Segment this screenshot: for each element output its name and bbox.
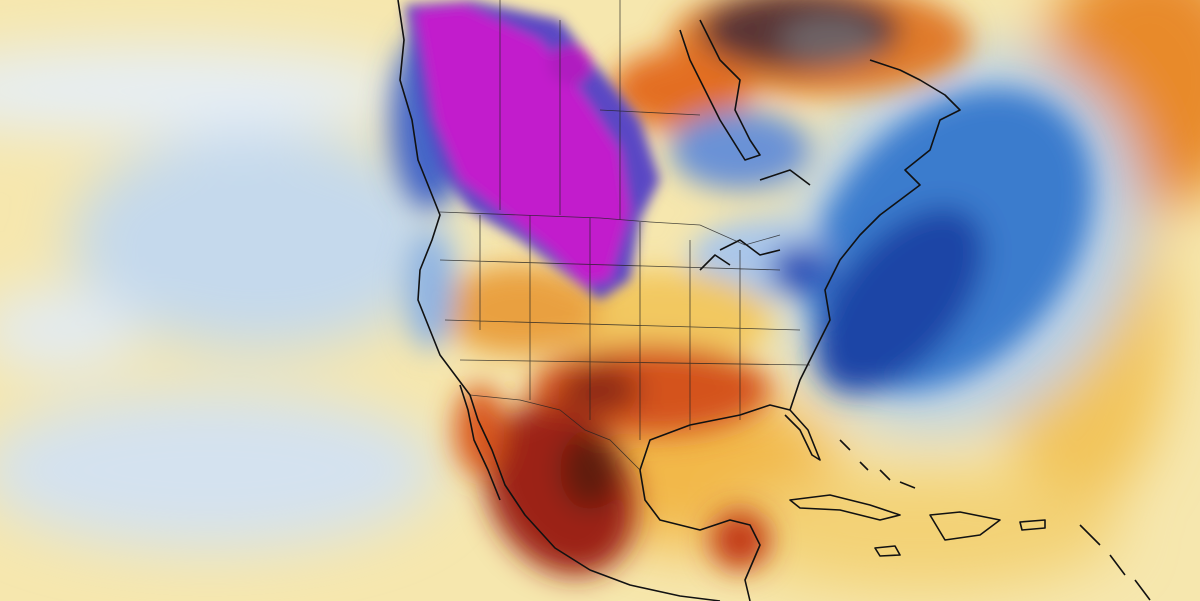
arctic-gray — [780, 15, 880, 65]
polar-outbreak — [405, 0, 660, 300]
province-lines — [499, 0, 701, 220]
state-lines — [439, 215, 811, 440]
pacific-cool-south — [0, 390, 440, 550]
pacific-cool-band — [0, 45, 420, 135]
great-lakes — [699, 169, 811, 271]
us-canada-border — [439, 211, 781, 246]
jamaica — [874, 545, 901, 557]
baja-coast — [459, 384, 501, 501]
atlantic-cold-core — [815, 207, 985, 393]
baja-hot — [455, 385, 505, 475]
islands — [839, 439, 1151, 601]
pacific-cool-area — [70, 130, 450, 350]
texas-extreme — [560, 365, 640, 415]
hispaniola — [929, 511, 1001, 541]
pacific-pale — [0, 290, 140, 370]
northeast-cold — [770, 245, 830, 295]
cold-pocket — [548, 45, 592, 85]
borders — [439, 0, 811, 471]
regional-fields — [390, 0, 1093, 576]
pacific-coast — [397, 0, 721, 601]
coastlines — [397, 0, 1151, 601]
cold-outbreak-core — [415, 5, 630, 285]
puerto-rico — [1019, 519, 1046, 531]
mexico-extreme — [560, 430, 620, 510]
yucatan-coast — [639, 469, 761, 601]
quebec-cool — [670, 110, 810, 190]
cuba — [789, 494, 901, 521]
atlantic-coast — [789, 59, 961, 411]
central-america-hot — [710, 510, 770, 570]
caribbean-warm — [720, 470, 1120, 590]
us-mexico-border — [469, 394, 641, 471]
hudson-bay-coast — [679, 19, 761, 161]
